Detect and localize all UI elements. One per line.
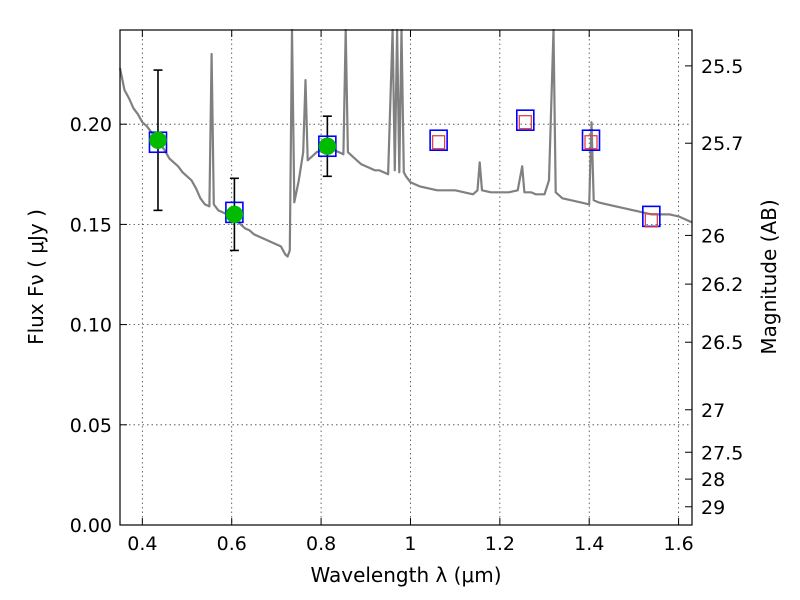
y2-tick-label-3: 26.2: [701, 274, 743, 296]
detection-circle-2: [318, 137, 337, 155]
y2-tick-label-8: 29: [701, 497, 725, 519]
x-tick-label-2: 0.8: [306, 533, 336, 555]
x-tick-label-5: 1.4: [574, 533, 604, 555]
y-tick-label-3: 0.15: [70, 214, 112, 236]
y2-tick-label-4: 26.5: [701, 332, 743, 354]
y2-tick-label-5: 27: [701, 400, 725, 422]
x-tick-label-3: 1: [404, 533, 416, 555]
x-axis: 0.4 0.6 0.8 1 1.2 1.4 1.6: [127, 30, 694, 555]
upper-limit-square-2: [584, 135, 598, 150]
y2-tick-label-6: 27.5: [701, 442, 743, 464]
model-photometry-square-4: [516, 109, 535, 131]
y-tick-label-1: 0.05: [70, 415, 112, 437]
x-tick-label-0: 0.4: [127, 533, 157, 555]
upper-limit-square-1: [518, 115, 532, 130]
y-tick-label-0: 0.00: [70, 515, 112, 537]
y2-axis-title: Magnitude (AB): [757, 199, 781, 354]
y-tick-label-2: 0.10: [70, 315, 112, 337]
y2-tick-label-2: 26: [701, 225, 725, 247]
y-tick-label-4: 0.20: [70, 114, 112, 136]
y2-tick-label-0: 25.5: [701, 56, 743, 78]
y2-tick-label-1: 25.7: [701, 133, 743, 155]
x-tick-label-1: 0.6: [217, 533, 247, 555]
x-tick-label-6: 1.6: [663, 533, 693, 555]
y-axis-title: Flux Fν ( μJy ): [24, 209, 48, 345]
detection-circle-1: [225, 205, 244, 224]
model-spectrum-line: [118, 28, 693, 258]
upper-limit-square-0: [431, 135, 446, 150]
detection-circle-0: [149, 131, 167, 149]
grid-lines: [120, 30, 692, 525]
data-markers: [148, 109, 661, 228]
model-photometry-square-5: [581, 129, 601, 152]
x-tick-label-4: 1.2: [485, 533, 515, 555]
y2-tick-label-7: 28: [701, 469, 725, 491]
upper-limit-square-3: [644, 213, 658, 228]
y2-axis: 25.5 25.7 26 26.2 26.5 27 27.5 28 29: [685, 56, 743, 519]
x-axis-title: Wavelength λ (μm): [310, 563, 501, 587]
plot-frame: [119, 29, 693, 526]
y-axis: 0.00 0.05 0.10 0.15 0.20: [70, 114, 127, 537]
model-spectrum: [118, 28, 693, 258]
model-photometry-square-3: [429, 129, 448, 152]
